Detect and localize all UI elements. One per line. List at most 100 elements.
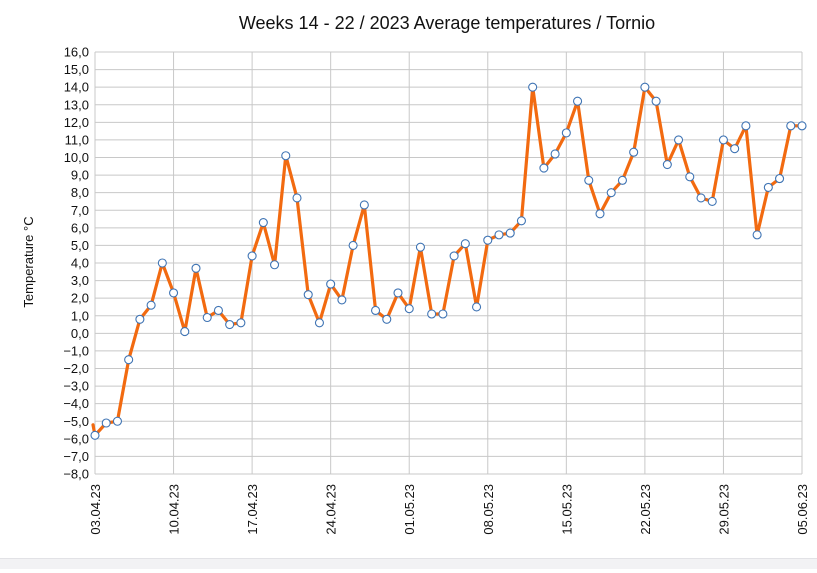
y-tick-label: 1,0 bbox=[71, 308, 89, 323]
y-tick-label: 14,0 bbox=[64, 80, 89, 95]
bottom-divider bbox=[0, 558, 817, 569]
y-tick-labels: −8,0 −7,0 −6,0 −5,0 −4,0 −3,0 −2,0 −1,0 0,0 1,0 2,… bbox=[63, 45, 89, 482]
data-point bbox=[303, 290, 313, 300]
data-point bbox=[763, 182, 773, 192]
y-tick-label: −6,0 bbox=[63, 431, 89, 446]
x-tick-label: 29.05.23 bbox=[716, 484, 731, 535]
x-tick-label: 03.04.23 bbox=[88, 484, 103, 535]
x-tick-label: 01.05.23 bbox=[402, 484, 417, 535]
data-point bbox=[146, 300, 156, 310]
temperature-series-line bbox=[91, 85, 804, 437]
data-point bbox=[247, 251, 257, 261]
data-point bbox=[202, 312, 212, 323]
data-point bbox=[617, 175, 627, 185]
y-tick-label: −5,0 bbox=[63, 414, 89, 429]
y-tick-label: −2,0 bbox=[63, 361, 89, 376]
chart-title: Weeks 14 - 22 / 2023 Average temperature… bbox=[239, 13, 655, 33]
y-tick-label: 9,0 bbox=[71, 168, 89, 183]
data-point bbox=[449, 251, 459, 261]
y-tick-label: 8,0 bbox=[71, 185, 89, 200]
y-tick-label: 4,0 bbox=[71, 256, 89, 271]
data-point bbox=[550, 149, 560, 159]
data-point bbox=[505, 228, 515, 238]
data-point bbox=[348, 240, 358, 250]
data-point bbox=[135, 314, 145, 324]
data-point bbox=[786, 121, 796, 131]
data-point bbox=[236, 318, 246, 328]
data-point bbox=[741, 121, 751, 131]
data-point bbox=[326, 279, 336, 289]
y-tick-label: 0,0 bbox=[71, 326, 89, 341]
data-point bbox=[573, 96, 583, 106]
data-point bbox=[472, 302, 482, 312]
y-tick-label: 13,0 bbox=[64, 97, 89, 112]
data-point bbox=[292, 193, 302, 203]
data-point bbox=[337, 295, 347, 305]
data-point bbox=[258, 218, 268, 228]
y-tick-label: 2,0 bbox=[71, 291, 89, 306]
data-point bbox=[157, 258, 167, 268]
y-tick-label: 16,0 bbox=[64, 45, 89, 60]
data-point bbox=[651, 96, 661, 106]
x-tick-label: 24.04.23 bbox=[324, 484, 339, 535]
y-tick-label: −3,0 bbox=[63, 379, 89, 394]
data-point bbox=[404, 304, 414, 314]
data-point bbox=[595, 209, 605, 219]
data-point bbox=[180, 327, 190, 337]
y-tick-label: 10,0 bbox=[64, 150, 89, 165]
marker-layer bbox=[90, 82, 807, 440]
data-point bbox=[483, 235, 493, 245]
data-point bbox=[528, 82, 538, 92]
data-point bbox=[707, 196, 717, 207]
grid-layer bbox=[94, 51, 803, 475]
data-point bbox=[494, 230, 504, 240]
data-point bbox=[539, 163, 549, 173]
data-point bbox=[752, 230, 762, 240]
data-point bbox=[718, 135, 728, 145]
data-point bbox=[281, 151, 291, 161]
data-point bbox=[460, 239, 470, 249]
x-tick-label: 22.05.23 bbox=[638, 484, 653, 535]
x-tick-label: 08.05.23 bbox=[481, 484, 496, 535]
data-point bbox=[393, 288, 403, 298]
y-tick-label: 5,0 bbox=[71, 238, 89, 253]
data-point bbox=[314, 318, 324, 328]
data-point bbox=[225, 319, 235, 330]
data-point bbox=[101, 418, 111, 428]
data-point bbox=[516, 216, 526, 226]
y-tick-label: −8,0 bbox=[63, 467, 89, 482]
data-point bbox=[685, 172, 695, 182]
data-point bbox=[169, 288, 179, 298]
x-tick-label: 05.06.23 bbox=[795, 484, 810, 535]
x-tick-label: 10.04.23 bbox=[167, 484, 182, 535]
data-point bbox=[270, 260, 280, 270]
data-point bbox=[730, 144, 740, 154]
y-tick-label: 12,0 bbox=[64, 115, 89, 130]
data-point bbox=[427, 309, 437, 319]
data-point bbox=[371, 305, 381, 316]
data-point bbox=[640, 82, 650, 92]
y-tick-label: 15,0 bbox=[64, 62, 89, 77]
data-point bbox=[606, 188, 616, 198]
data-point bbox=[382, 314, 392, 324]
x-tick-label: 17.04.23 bbox=[245, 484, 260, 535]
data-point bbox=[359, 200, 369, 210]
data-point bbox=[415, 242, 425, 252]
data-point bbox=[797, 121, 807, 131]
data-point bbox=[561, 128, 571, 138]
x-tick-label: 15.05.23 bbox=[559, 484, 574, 535]
data-point bbox=[674, 135, 684, 145]
y-tick-label: −1,0 bbox=[63, 343, 89, 358]
y-tick-label: 3,0 bbox=[71, 273, 89, 288]
y-tick-label: 11,0 bbox=[65, 132, 89, 147]
data-point bbox=[90, 430, 100, 440]
data-point bbox=[191, 263, 201, 273]
series-layer bbox=[91, 85, 804, 437]
data-point bbox=[124, 355, 134, 365]
data-point bbox=[112, 416, 122, 426]
y-tick-label: −7,0 bbox=[63, 449, 89, 464]
data-point bbox=[696, 193, 706, 203]
data-point bbox=[629, 147, 639, 157]
